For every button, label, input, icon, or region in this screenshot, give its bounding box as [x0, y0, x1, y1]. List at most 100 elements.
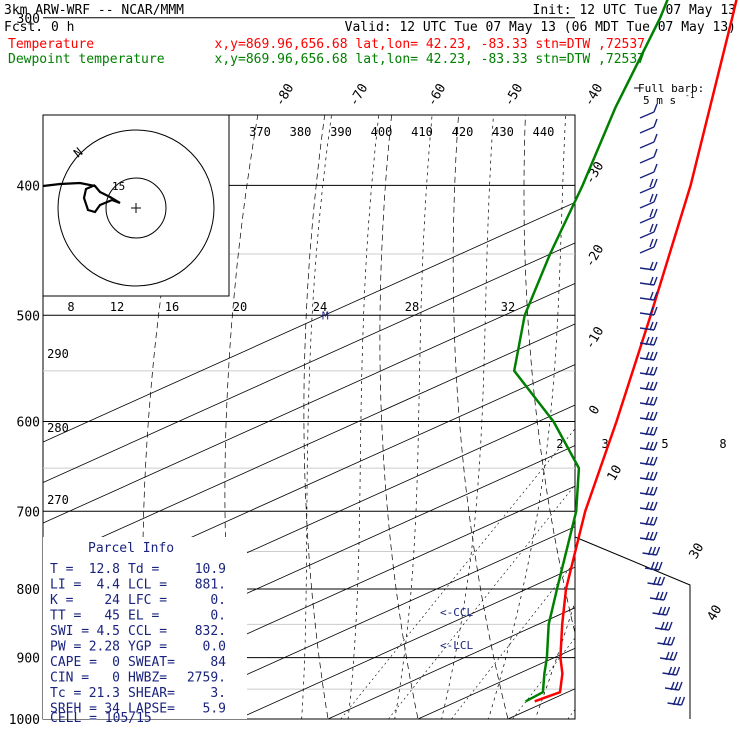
wind-barb — [639, 178, 658, 194]
moist-adiabat — [488, 115, 566, 719]
wind-barb — [639, 238, 658, 254]
pressure-label: 300 — [17, 12, 40, 27]
dry-adiabat — [224, 115, 259, 719]
wind-barb — [639, 501, 658, 511]
parcel-info-cell: 21.3 — [89, 686, 120, 701]
hodograph-axis-label: 28 — [405, 300, 419, 314]
parcel-info-cell: 0. — [210, 609, 226, 624]
dry-adiabat — [452, 115, 509, 719]
hodograph-axis-label: 24 — [313, 300, 327, 314]
isotherm-line — [43, 201, 575, 443]
hodograph-axis-label: 20 — [233, 300, 247, 314]
pressure-label: 800 — [17, 583, 40, 598]
parcel-info-cell: 2759. — [187, 671, 226, 686]
isotherm-line — [507, 688, 575, 719]
parcel-info-cell: T = — [50, 562, 74, 577]
barb-panel-edge — [574, 536, 691, 719]
theta-label: 400 — [371, 125, 393, 139]
theta-label: 390 — [330, 125, 352, 139]
legend-temperature: Temperature — [8, 37, 94, 52]
wind-barb — [639, 366, 658, 376]
wind-barb — [644, 561, 663, 571]
isotherm-line — [147, 526, 575, 719]
dry-adiabat — [723, 0, 740, 740]
mixing-ratio-label: 8 — [719, 437, 726, 451]
theta-low-label: 280 — [47, 421, 69, 435]
parcel-info-cell: 4.5 — [97, 624, 120, 639]
dry-adiabat — [379, 115, 419, 719]
moist-adiabat — [441, 115, 494, 719]
wind-barb — [652, 606, 671, 616]
parcel-info-cell: TT = — [50, 609, 81, 624]
parcel-info-cell: 45 — [104, 609, 120, 624]
wind-barb — [639, 118, 658, 134]
valid-time: Valid: 12 UTC Tue 07 May 13 (06 MDT Tue … — [345, 20, 736, 35]
parcel-info-cell: 34 — [104, 702, 120, 717]
theta-low-label: 270 — [47, 493, 69, 507]
parcel-info-cell: 0.0 — [203, 640, 226, 655]
isotherm-label: -30 — [583, 159, 608, 187]
isotherm-line — [43, 364, 575, 605]
hodograph: N15 — [42, 114, 230, 297]
parcel-info-cell: 24 — [104, 593, 120, 608]
isotherm-label: 30 — [687, 541, 708, 562]
parcel-info-cell: Tc = — [50, 686, 81, 701]
wind-barb — [639, 411, 658, 421]
parcel-info-cell: 12.8 — [89, 562, 120, 577]
legend-dewpoint: Dewpoint temperature — [8, 52, 165, 67]
profile-dewpoint-temperature — [512, 0, 669, 703]
wind-barbs — [639, 103, 686, 706]
wind-barb — [662, 666, 681, 676]
hodograph-axis-label: 12 — [110, 300, 124, 314]
level-marker: <-LCL — [440, 639, 473, 652]
wind-barb — [639, 351, 658, 361]
parcel-info-cell: HWBZ= — [128, 671, 167, 686]
wind-barb — [639, 381, 658, 391]
isotherm-line — [237, 566, 575, 719]
level-marker: M — [322, 309, 329, 322]
wind-barb — [639, 516, 658, 526]
hodograph-ring-label: 15 — [112, 180, 125, 193]
wind-barb — [639, 148, 658, 164]
pressure-label: 400 — [17, 179, 40, 194]
parcel-info-cell: SWEAT= — [128, 655, 175, 670]
pressure-label: 1000 — [9, 713, 40, 728]
wind-barb — [639, 291, 658, 301]
isotherm-label: -20 — [583, 242, 608, 270]
wind-barb — [639, 306, 658, 316]
wind-barb — [639, 276, 658, 286]
parcel-info-cell: EL = — [128, 609, 159, 624]
wind-barb — [639, 471, 658, 481]
isotherm-line — [417, 647, 575, 719]
legend-temperature-info: x,y=869.96,656.68 lat,lon= 42.23, -83.33… — [215, 37, 645, 52]
parcel-info-cell: LAPSE= — [128, 702, 175, 717]
parcel-info-cell: LCL = — [128, 578, 167, 593]
parcel-info-cell: 4.4 — [97, 578, 121, 593]
parcel-info-cell: K = — [50, 593, 74, 608]
moist-adiabat — [347, 115, 380, 719]
wind-barb — [664, 681, 683, 691]
wind-barb — [659, 651, 678, 661]
profile-lines: <-CCL <-LCL M — [322, 0, 738, 703]
isotherm-label: -70 — [347, 81, 372, 109]
isotherm-label: -40 — [582, 81, 607, 109]
theta-label: 380 — [290, 125, 312, 139]
wind-barb — [639, 223, 658, 239]
parcel-info-cell: 832. — [195, 624, 226, 639]
mixing-ratio-label: 5 — [661, 437, 668, 451]
isotherm-label: -50 — [502, 81, 527, 109]
dry-adiabat — [659, 0, 740, 740]
wind-barb — [639, 426, 658, 436]
mixing-ratio-label: 3 — [602, 437, 609, 451]
parcel-info-cell: PW = — [50, 640, 81, 655]
isotherm-label: -80 — [273, 81, 298, 109]
pressure-label: 900 — [17, 652, 40, 667]
parcel-info-cell: SWI = — [50, 624, 89, 639]
wind-barb — [639, 261, 658, 271]
wind-barb — [639, 396, 658, 406]
parcel-info-cell: CIN = — [50, 671, 89, 686]
isotherm-label: 40 — [705, 603, 726, 624]
wind-barb — [649, 591, 668, 601]
parcel-info-title: Parcel Info — [88, 541, 174, 556]
